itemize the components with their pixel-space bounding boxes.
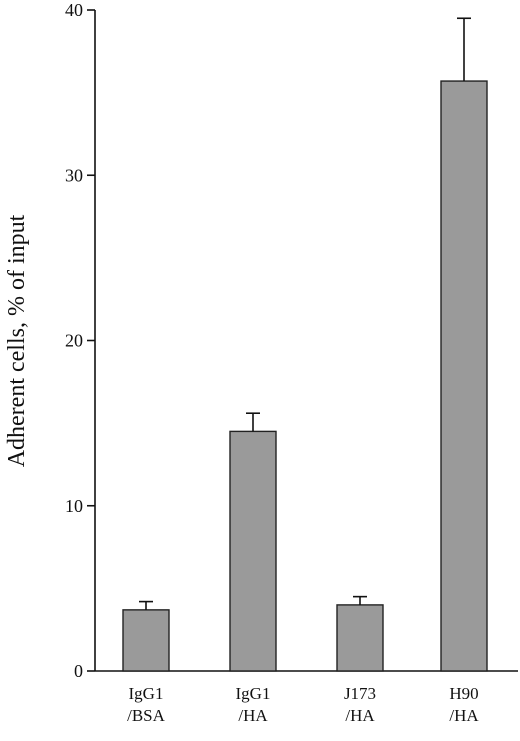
x-category-label: /HA	[449, 706, 479, 725]
x-category-label: /HA	[238, 706, 268, 725]
x-category-label: /BSA	[127, 706, 166, 725]
y-ticks: 0 10 20 30 40	[65, 0, 95, 681]
x-category-label: J173	[344, 684, 376, 703]
y-axis-label: Adherent cells, % of input	[4, 214, 30, 467]
bar	[122, 609, 170, 672]
y-tick-label: 20	[65, 331, 83, 351]
x-category-label: /HA	[345, 706, 375, 725]
x-category-label: IgG1	[129, 684, 164, 703]
x-category-label: H90	[449, 684, 478, 703]
y-tick-label: 10	[65, 496, 83, 516]
y-tick-label: 30	[65, 165, 83, 185]
bar	[336, 604, 384, 672]
category-labels: IgG1/BSA IgG1/HA J173/HA H90/HA	[127, 684, 479, 725]
x-category-label: IgG1	[236, 684, 271, 703]
y-tick-label: 40	[65, 0, 83, 20]
bar	[440, 80, 488, 672]
bar	[229, 430, 277, 672]
y-tick-label: 0	[74, 661, 83, 681]
bars	[122, 17, 488, 672]
